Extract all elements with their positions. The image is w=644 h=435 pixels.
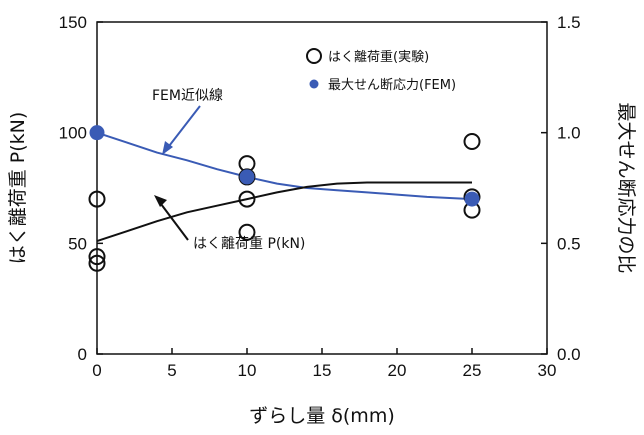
x-tick-label: 15	[313, 361, 332, 380]
experiment-point-1	[88, 248, 106, 266]
legend-label-experiment: はく離荷重(実験)	[328, 49, 429, 65]
annotation-fit-line: はく離荷重 P(kN)	[193, 235, 305, 252]
fem-point-1	[239, 169, 255, 185]
y-right-tick-label: 1.0	[557, 124, 581, 143]
x-axis-label: ずらし量 δ(mm)	[249, 405, 395, 427]
x-tick-label: 20	[388, 361, 407, 380]
legend-open-circle-marker	[306, 48, 322, 64]
annotation-arrow-fit	[157, 199, 189, 241]
x-tick-label: 5	[167, 361, 176, 380]
y-axis-label-right: 最大せん断応力の比	[615, 102, 637, 273]
x-tick-label: 0	[92, 361, 101, 380]
x-tick-label: 30	[538, 361, 557, 380]
experiment-point-7	[463, 133, 481, 151]
y-right-tick-label: 0.0	[557, 345, 581, 364]
y-left-tick-label: 50	[68, 234, 87, 253]
y-left-tick-label: 150	[59, 13, 87, 32]
annotation-arrow-fem	[165, 105, 201, 151]
annotation-arrowhead-fit	[154, 195, 167, 207]
x-tick-label: 25	[463, 361, 482, 380]
experiment-point-2	[88, 254, 106, 272]
experiment-point-0	[88, 190, 106, 208]
legend-filled-circle-marker	[309, 79, 319, 89]
y-left-tick-label: 100	[59, 124, 87, 143]
legend-label-fem: 最大せん断応力(FEM)	[328, 78, 456, 93]
y-right-tick-label: 0.5	[557, 234, 581, 253]
experiment-point-5	[238, 190, 256, 208]
fem-point-0	[89, 125, 105, 141]
legend: はく離荷重(実験) 最大せん断応力(FEM)	[306, 48, 456, 93]
y-left-tick-label: 0	[78, 345, 87, 364]
fem-approx-line	[96, 131, 473, 201]
experiment-point-6	[238, 223, 256, 241]
annotation-arrowhead-fem	[162, 141, 173, 155]
x-tick-label: 10	[238, 361, 257, 380]
peel-load-fit-line	[96, 181, 472, 243]
fem-point-2	[464, 191, 480, 207]
y-right-tick-label: 1.5	[557, 13, 581, 32]
y-axis-label-left: はく離荷重 P(kN)	[7, 112, 29, 265]
annotation-fem-line: FEM近似線	[152, 88, 223, 104]
plot-frame	[96, 21, 548, 355]
